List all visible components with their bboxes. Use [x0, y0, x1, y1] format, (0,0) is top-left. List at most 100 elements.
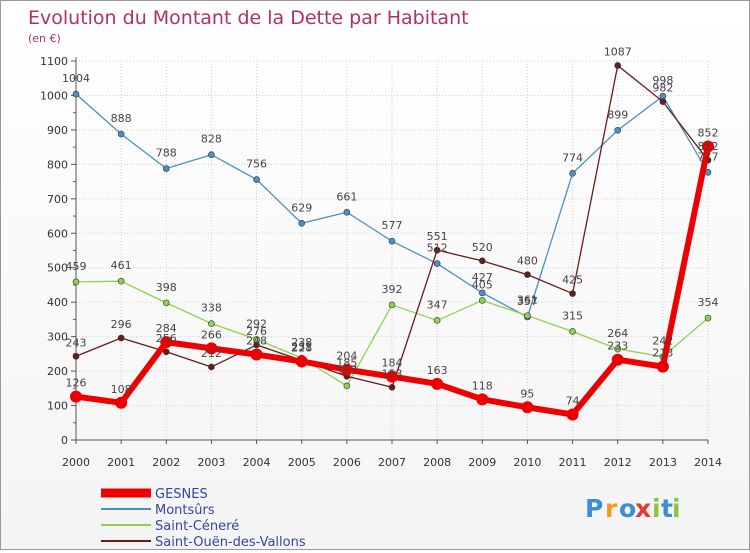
data-label: 398 [156, 281, 177, 294]
data-label: 296 [111, 318, 132, 331]
data-point [208, 151, 215, 159]
data-point [208, 363, 215, 371]
data-point [614, 345, 622, 353]
data-label: 243 [66, 336, 87, 349]
data-label: 1087 [604, 45, 632, 58]
data-point [343, 382, 351, 390]
y-tick-label: 0 [61, 434, 68, 447]
data-label: 95 [520, 387, 534, 400]
data-label: 315 [562, 309, 583, 322]
data-point [208, 320, 215, 327]
data-point [298, 219, 306, 227]
x-tick-label: 2010 [513, 456, 541, 469]
data-point [388, 301, 396, 309]
data-point [253, 341, 260, 349]
data-label: 520 [472, 241, 493, 254]
data-point [117, 277, 125, 285]
data-label: 233 [607, 340, 628, 353]
legend-label: Saint-Céneré [155, 519, 239, 534]
data-point [659, 98, 667, 105]
data-point [117, 334, 125, 342]
y-tick-label: 500 [47, 262, 68, 275]
series-group [70, 62, 714, 421]
data-label: 256 [156, 332, 177, 345]
chart-subtitle: (en €) [28, 32, 61, 45]
data-label: 126 [66, 377, 87, 390]
data-label: 788 [156, 146, 177, 159]
data-label: 118 [472, 379, 493, 392]
data-label: 157 [336, 364, 357, 377]
data-point [117, 130, 125, 138]
data-point [72, 278, 80, 286]
data-point [478, 297, 486, 304]
legend-label: GESNES [155, 487, 208, 502]
data-point [340, 363, 353, 376]
data-point [343, 208, 351, 216]
data-point [478, 257, 486, 265]
data-label: 551 [427, 230, 448, 243]
data-point [524, 271, 531, 278]
x-tick-label: 2002 [152, 456, 180, 469]
data-label: 1004 [62, 72, 90, 85]
data-label: 228 [291, 341, 312, 354]
data-point [702, 140, 714, 153]
data-label: 425 [562, 274, 583, 287]
data-label: 405 [472, 278, 493, 291]
data-point [521, 401, 534, 414]
logo-letter: P [585, 494, 603, 523]
data-label: 461 [111, 259, 132, 272]
data-point [433, 260, 441, 267]
y-tick-label: 900 [47, 124, 68, 137]
data-point [569, 328, 576, 335]
data-label: 347 [427, 298, 448, 311]
data-label: 276 [246, 325, 267, 338]
data-point [431, 377, 444, 390]
data-label: 163 [427, 364, 448, 377]
data-label: 512 [427, 242, 448, 255]
data-point [704, 314, 712, 322]
data-point [162, 165, 170, 172]
data-point [566, 408, 579, 421]
data-point [162, 348, 170, 356]
x-tick-label: 2001 [107, 456, 135, 469]
chart-title: Evolution du Montant de la Dette par Hab… [28, 7, 469, 29]
y-tick-label: 700 [47, 193, 68, 206]
data-point [386, 370, 398, 383]
data-point [611, 353, 624, 366]
data-label: 459 [66, 260, 87, 273]
data-label: 231 [291, 340, 312, 353]
x-tick-label: 2009 [468, 456, 496, 469]
data-label: 357 [517, 295, 538, 308]
data-label: 238 [291, 336, 312, 349]
logo-letter: i [672, 494, 681, 523]
data-label: 248 [246, 335, 267, 348]
data-point [295, 355, 308, 368]
data-point [253, 176, 260, 183]
y-tick-label: 100 [47, 400, 68, 413]
data-labels: 1004 888 788 828 756 629 661 577 512 427 357 774 899… [62, 45, 719, 407]
data-point [72, 352, 80, 360]
y-tick-label: 1000 [40, 89, 68, 102]
data-label: 629 [291, 201, 312, 214]
data-label: 292 [246, 317, 267, 330]
data-label: 774 [562, 151, 583, 164]
data-label: 354 [698, 296, 719, 309]
y-tick-label: 200 [47, 365, 68, 378]
data-label: 284 [156, 322, 177, 335]
data-point [614, 126, 622, 134]
data-label: 480 [517, 255, 538, 268]
data-point [388, 383, 396, 391]
data-point [614, 62, 622, 69]
axes: 0 100 200 300 400 500 600 700 800 900 1000 1100 2000… [40, 55, 722, 469]
x-tick-label: 2004 [243, 456, 271, 469]
data-label: 213 [652, 347, 673, 360]
data-label: 212 [201, 347, 222, 360]
x-tick-label: 2007 [378, 456, 406, 469]
x-tick-label: 2000 [62, 456, 90, 469]
y-tick-label: 300 [47, 331, 68, 344]
x-tick-label: 2014 [694, 456, 722, 469]
logo-letter: o [619, 494, 636, 523]
data-label: 427 [472, 271, 493, 284]
